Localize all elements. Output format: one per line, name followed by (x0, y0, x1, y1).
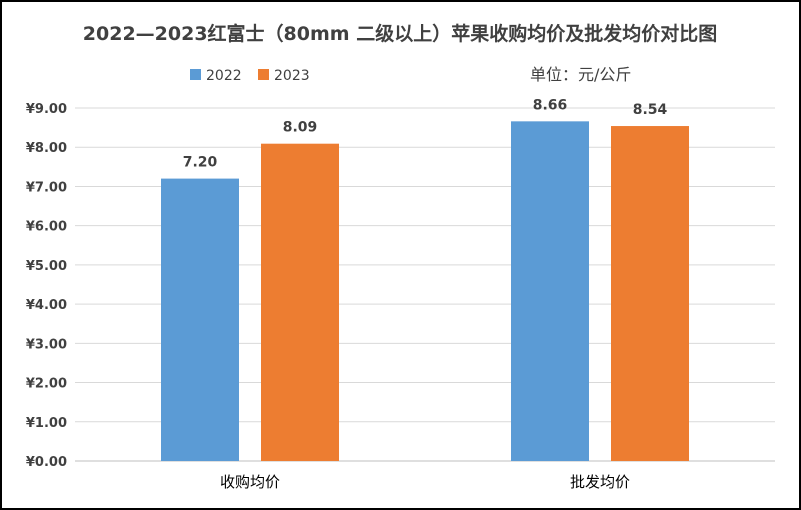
bars (161, 121, 689, 462)
y-tick-label: ¥6.00 (26, 220, 67, 235)
y-tick-label: ¥4.00 (26, 298, 67, 313)
bar-2022-0 (161, 178, 239, 461)
y-tick-label: ¥1.00 (26, 416, 67, 431)
y-tick-label: ¥2.00 (26, 377, 67, 392)
legend-label-2022: 2022 (206, 68, 242, 84)
data-labels: 7.20 8.09 8.66 8.54 (183, 97, 668, 170)
y-tick-label: ¥8.00 (26, 141, 67, 156)
legend-swatch-2022 (190, 69, 201, 80)
legend: 2022 2023 (190, 68, 310, 84)
y-tick-label: ¥3.00 (26, 337, 67, 352)
bar-2023-1 (611, 126, 689, 461)
data-label: 7.20 (183, 155, 218, 171)
y-tick-label: ¥5.00 (26, 259, 67, 274)
data-label: 8.54 (633, 102, 668, 118)
y-tick-label: ¥9.00 (26, 102, 67, 117)
y-axis-ticks: ¥0.00 ¥1.00 ¥2.00 ¥3.00 ¥4.00 ¥5.00 ¥6.00 ¥7.00… (26, 102, 67, 470)
x-category-label: 批发均价 (570, 473, 630, 491)
y-tick-label: ¥0.00 (26, 455, 67, 470)
bar-2023-0 (261, 143, 339, 462)
data-label: 8.66 (533, 97, 568, 113)
legend-label-2023: 2023 (274, 68, 310, 84)
unit-note: 单位：元/公斤 (530, 65, 631, 84)
data-label: 8.09 (283, 120, 318, 136)
x-category-label: 收购均价 (220, 473, 280, 491)
chart-title: 2022—2023红富士（80mm 二级以上）苹果收购均价及批发均价对比图 (83, 22, 717, 45)
y-tick-label: ¥7.00 (26, 180, 67, 195)
legend-swatch-2023 (258, 69, 269, 80)
bar-2022-1 (511, 121, 589, 461)
x-axis-categories: 收购均价 批发均价 (220, 473, 630, 491)
